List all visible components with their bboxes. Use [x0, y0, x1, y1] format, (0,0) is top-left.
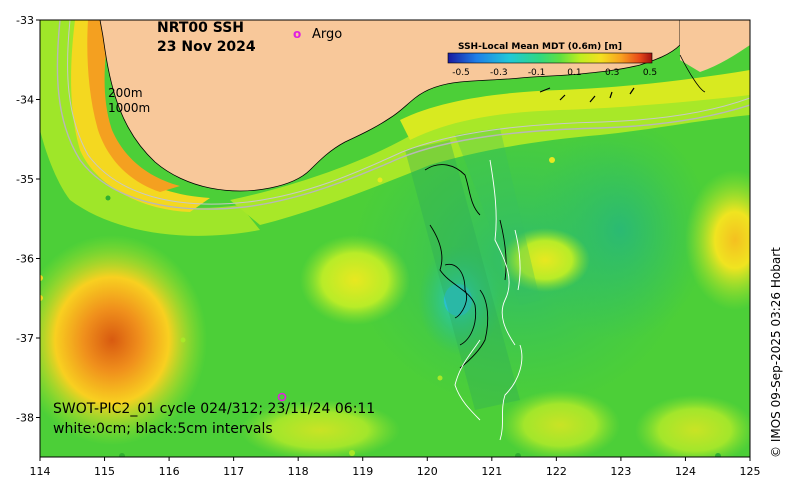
- isobath-200-label: 200m: [108, 86, 143, 100]
- drifter-markers: [40, 157, 721, 457]
- lon-tick-label: 121: [481, 465, 502, 478]
- colorbar-tick-label: 0.1: [567, 68, 581, 78]
- lon-tick-label: 122: [546, 465, 567, 478]
- lon-tick-label: 118: [288, 465, 309, 478]
- lon-tick-label: 120: [417, 465, 438, 478]
- longitude-axis: 114 115 116 117 118 119 120 121 122 123 124 125: [30, 457, 761, 478]
- caption-contours: white:0cm; black:5cm intervals: [53, 421, 273, 437]
- isobath-1000-label: 1000m: [108, 101, 150, 115]
- colorbar-tick-label: -0.1: [528, 68, 546, 78]
- colorbar-ramp: [447, 52, 653, 64]
- isobath-200: [56, 20, 750, 210]
- colorbar: SSH-Local Mean MDT (0.6m) [m] -0.5 -0.3 -0…: [447, 42, 657, 78]
- lat-tick-label: -37: [16, 332, 34, 345]
- lon-tick-label: 115: [94, 465, 115, 478]
- lon-tick-label: 119: [352, 465, 373, 478]
- lat-tick-label: -34: [16, 94, 34, 107]
- ssh-field: [40, 20, 750, 457]
- colorbar-tick-label: 0.5: [643, 68, 657, 78]
- credit-text: © IMOS 09-Sep-2025 03:26 Hobart: [769, 247, 783, 458]
- lon-tick-label: 125: [740, 465, 761, 478]
- lon-tick-label: 117: [223, 465, 244, 478]
- lon-tick-label: 123: [610, 465, 631, 478]
- argo-legend-symbol: o: [293, 27, 301, 41]
- latitude-axis: -33 -34 -35 -36 -37 -38: [16, 14, 40, 425]
- colorbar-title: SSH-Local Mean MDT (0.6m) [m]: [458, 42, 622, 52]
- lat-tick-label: -36: [16, 253, 34, 266]
- lat-tick-label: -33: [16, 14, 34, 27]
- colorbar-tick-label: -0.3: [490, 68, 508, 78]
- colorbar-tick-label: -0.5: [452, 68, 470, 78]
- argo-float-marker: [277, 392, 287, 402]
- map-frame: [39, 19, 751, 458]
- lat-tick-label: -35: [16, 173, 34, 186]
- caption-swot: SWOT-PIC2_01 cycle 024/312; 23/11/24 06:…: [53, 401, 375, 417]
- lon-tick-label: 114: [30, 465, 51, 478]
- colorbar-tick-label: 0.3: [605, 68, 619, 78]
- coast-islands: [539, 87, 635, 103]
- lon-tick-label: 116: [159, 465, 180, 478]
- land-mass-east: [680, 20, 750, 72]
- title-product: NRT00 SSH: [157, 20, 244, 36]
- black-contours: [424, 164, 507, 369]
- argo-legend-label: Argo: [312, 27, 342, 42]
- title-date: 23 Nov 2024: [157, 39, 256, 55]
- lat-tick-label: -38: [16, 412, 34, 425]
- lon-tick-label: 124: [675, 465, 696, 478]
- white-contours: [454, 159, 523, 441]
- isobath-1000: [67, 20, 750, 205]
